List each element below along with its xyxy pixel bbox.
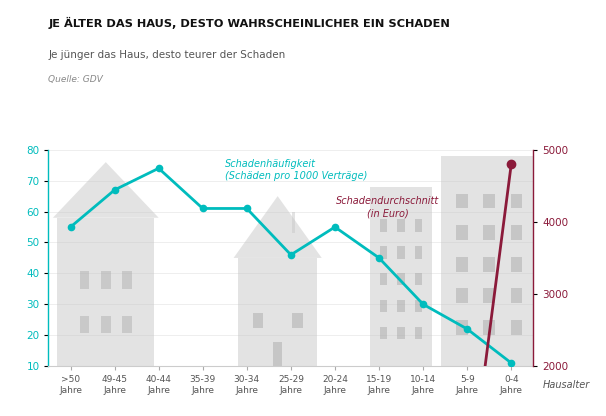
Polygon shape bbox=[380, 246, 387, 258]
Polygon shape bbox=[398, 219, 405, 232]
Polygon shape bbox=[380, 273, 387, 285]
Polygon shape bbox=[484, 194, 495, 208]
Polygon shape bbox=[380, 300, 387, 312]
Polygon shape bbox=[233, 196, 322, 258]
Polygon shape bbox=[456, 225, 468, 240]
Text: Schadendurchschnitt
(in Euro): Schadendurchschnitt (in Euro) bbox=[336, 196, 439, 219]
Polygon shape bbox=[510, 194, 522, 208]
Polygon shape bbox=[122, 271, 132, 289]
Polygon shape bbox=[398, 300, 405, 312]
Polygon shape bbox=[415, 273, 422, 285]
Polygon shape bbox=[79, 316, 89, 334]
Polygon shape bbox=[441, 156, 538, 366]
Polygon shape bbox=[53, 162, 159, 218]
Polygon shape bbox=[484, 320, 495, 334]
Polygon shape bbox=[484, 288, 495, 303]
Polygon shape bbox=[398, 327, 405, 339]
Polygon shape bbox=[456, 320, 468, 334]
Polygon shape bbox=[398, 273, 405, 285]
Polygon shape bbox=[101, 316, 111, 334]
Text: Hausalter: Hausalter bbox=[542, 380, 590, 390]
Polygon shape bbox=[273, 342, 282, 366]
Polygon shape bbox=[510, 288, 522, 303]
Text: Je jünger das Haus, desto teurer der Schaden: Je jünger das Haus, desto teurer der Sch… bbox=[48, 50, 286, 60]
Polygon shape bbox=[456, 194, 468, 208]
Polygon shape bbox=[292, 313, 302, 328]
Polygon shape bbox=[380, 327, 387, 339]
Polygon shape bbox=[253, 313, 263, 328]
Text: Quelle: GDV: Quelle: GDV bbox=[48, 75, 103, 84]
Polygon shape bbox=[510, 320, 522, 334]
Text: Schadenhäufigkeit
(Schäden pro 1000 Verträge): Schadenhäufigkeit (Schäden pro 1000 Vert… bbox=[225, 159, 367, 181]
Polygon shape bbox=[510, 225, 522, 240]
Polygon shape bbox=[456, 257, 468, 272]
Polygon shape bbox=[58, 218, 155, 366]
Polygon shape bbox=[484, 225, 495, 240]
Polygon shape bbox=[292, 212, 295, 233]
Polygon shape bbox=[510, 257, 522, 272]
Polygon shape bbox=[122, 316, 132, 334]
Polygon shape bbox=[415, 327, 422, 339]
Polygon shape bbox=[415, 219, 422, 232]
Text: JE ÄLTER DAS HAUS, DESTO WAHRSCHEINLICHER EIN SCHADEN: JE ÄLTER DAS HAUS, DESTO WAHRSCHEINLICHE… bbox=[48, 17, 450, 29]
Polygon shape bbox=[398, 246, 405, 258]
Polygon shape bbox=[456, 288, 468, 303]
Polygon shape bbox=[238, 258, 318, 366]
Polygon shape bbox=[370, 187, 432, 366]
Polygon shape bbox=[101, 271, 111, 289]
Polygon shape bbox=[415, 246, 422, 258]
Polygon shape bbox=[415, 300, 422, 312]
Polygon shape bbox=[380, 219, 387, 232]
Polygon shape bbox=[79, 271, 89, 289]
Polygon shape bbox=[484, 257, 495, 272]
